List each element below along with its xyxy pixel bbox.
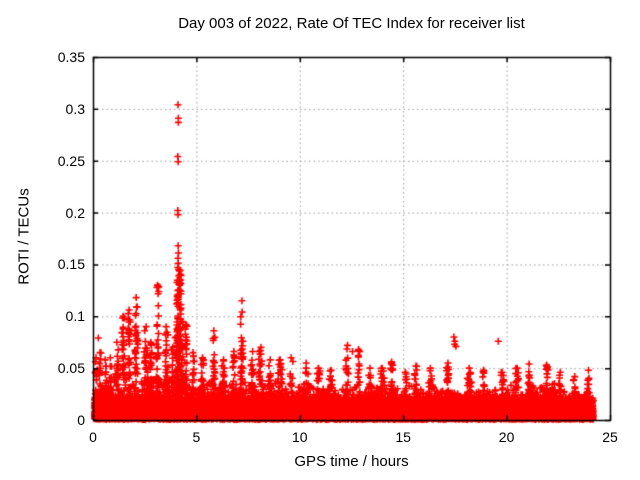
x-tick-label-5: 5 <box>192 429 201 445</box>
x-tick-label-20: 20 <box>498 429 515 445</box>
y-tick-label-0.1: 0.1 <box>65 308 85 325</box>
y-tick-label-0.05: 0.05 <box>57 360 85 377</box>
x-axis-title: GPS time / hours <box>294 453 409 470</box>
y-tick-label-0.35: 0.35 <box>57 49 85 65</box>
y-tick-label-0: 0 <box>77 412 85 428</box>
x-tick-label-15: 15 <box>395 429 411 445</box>
y-tick-label-0.15: 0.15 <box>57 256 85 273</box>
y-tick-label-0.25: 0.25 <box>57 152 85 169</box>
x-tick-label-0: 0 <box>89 429 97 445</box>
y-tick-label-0.2: 0.2 <box>65 204 85 221</box>
chart-title: Day 003 of 2022, Rate Of TEC Index for r… <box>178 15 525 32</box>
x-tick-label-10: 10 <box>292 429 308 445</box>
x-tick-label-25: 25 <box>602 429 618 445</box>
y-tick-label-0.3: 0.3 <box>65 100 85 117</box>
